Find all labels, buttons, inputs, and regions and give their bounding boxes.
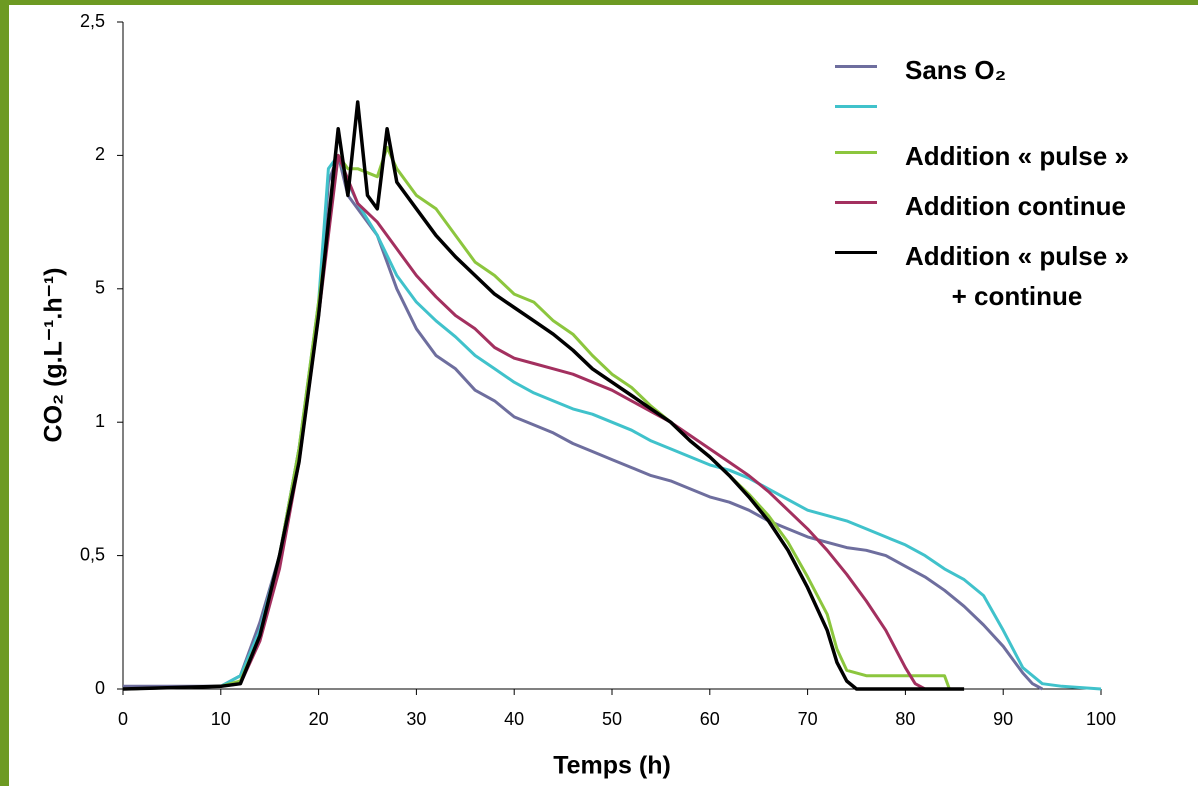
data-line <box>122 145 951 691</box>
legend-swatch <box>835 201 877 204</box>
legend-label: Addition « pulse » <box>905 141 1129 171</box>
x-tick-label: 0 <box>118 709 128 729</box>
frame <box>0 0 9 786</box>
legend-swatch <box>835 151 877 154</box>
x-tick-label: 40 <box>504 709 524 729</box>
legend-label: Addition « pulse » + continue <box>905 241 1129 311</box>
x-tick-label: 20 <box>309 709 329 729</box>
x-tick-label: 60 <box>700 709 720 729</box>
legend-item: Addition « pulse » <box>835 136 1129 176</box>
y-tick-label: 2,5 <box>80 11 105 31</box>
legend-item: Sans O₂ <box>835 50 1006 90</box>
x-tick-label: 30 <box>406 709 426 729</box>
y-axis-title: CO₂ (g.L⁻¹.h⁻¹) <box>40 268 68 443</box>
y-tick-label: 1 <box>95 411 105 431</box>
legend-swatch <box>835 65 877 68</box>
x-tick-label: 100 <box>1086 709 1116 729</box>
x-tick-label: 50 <box>602 709 622 729</box>
data-line <box>122 100 965 691</box>
y-tick-label: 0 <box>95 678 105 698</box>
legend-item: Addition continue <box>835 186 1126 226</box>
x-tick-label: 90 <box>993 709 1013 729</box>
legend-swatch <box>835 251 877 254</box>
legend-swatch <box>835 105 877 108</box>
x-tick-label: 10 <box>211 709 231 729</box>
x-tick-label: 70 <box>798 709 818 729</box>
legend-item: Addition « pulse » + continue <box>835 236 1129 316</box>
legend-label: Addition continue <box>905 191 1126 221</box>
x-axis-title: Temps (h) <box>553 752 671 780</box>
legend-label: Sans O₂ <box>905 55 1007 85</box>
y-tick-label: 2 <box>95 144 105 164</box>
frame <box>0 0 1198 5</box>
y-tick-label: 0,5 <box>80 544 105 564</box>
y-tick-label: 5 <box>95 278 105 298</box>
legend-item <box>835 90 905 108</box>
x-tick-label: 80 <box>895 709 915 729</box>
